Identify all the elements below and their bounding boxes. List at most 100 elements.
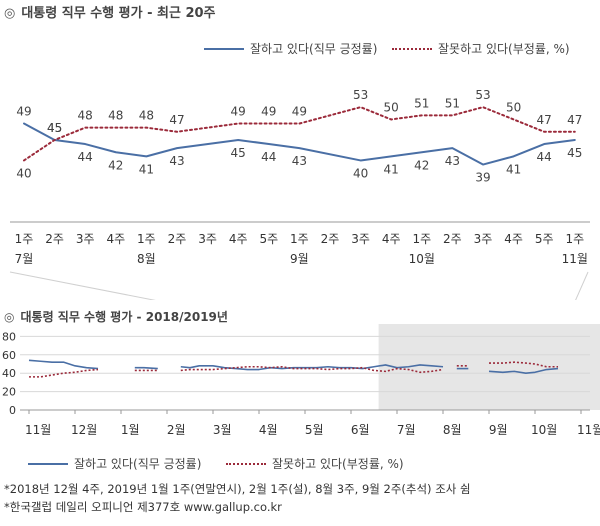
legend-solid-swatch bbox=[204, 47, 244, 50]
target-icon: ◎ bbox=[4, 310, 15, 324]
approve-series-line bbox=[23, 122, 576, 166]
bottom-x-tick-label: 6월 bbox=[351, 423, 370, 437]
approve-trend-segment bbox=[488, 367, 559, 375]
disapprove-series-line bbox=[23, 106, 576, 162]
top-line-chart: 1주 2주 3주 4주 1주 2주 3주 4주 5주 1주 2주 3주 4주 1주 2주 3주 4주 5주 1주 7월… bbox=[9, 88, 590, 300]
top-x-tick-label: 3주 bbox=[76, 232, 95, 246]
disapprove-trend-segment bbox=[180, 365, 444, 374]
approve-data-label: 41 bbox=[139, 162, 154, 176]
approve-data-label: 44 bbox=[78, 150, 93, 164]
top-x-tick-label: 2주 bbox=[443, 232, 462, 246]
approve-trend-segment bbox=[28, 359, 99, 370]
bottom-x-tick-label: 12월 bbox=[71, 423, 97, 437]
top-x-tick-label: 4주 bbox=[504, 232, 523, 246]
y-tick-label: 20 bbox=[2, 386, 16, 399]
bottom-x-tick-label: 2월 bbox=[167, 423, 186, 437]
target-icon: ◎ bbox=[4, 6, 16, 21]
disapprove-data-label: 47 bbox=[567, 113, 582, 127]
approve-trend-segment bbox=[134, 366, 158, 370]
top-chart-title: ◎ 대통령 직무 수행 평가 - 최근 20주 bbox=[4, 2, 216, 21]
y-tick-label: 60 bbox=[2, 349, 16, 362]
zoom-connector-right bbox=[575, 271, 589, 300]
top-x-tick-label: 3주 bbox=[198, 232, 217, 246]
disapprove-data-label: 53 bbox=[353, 88, 368, 102]
disapprove-data-label: 49 bbox=[261, 105, 276, 119]
top-x-tick-label: 1주 bbox=[290, 232, 309, 246]
disapprove-data-label: 50 bbox=[384, 100, 399, 114]
bottom-x-tick-label: 4월 bbox=[259, 423, 278, 437]
zoom-connector-left bbox=[9, 271, 156, 300]
disapprove-data-label: 47 bbox=[537, 113, 552, 127]
legend-dotted-swatch bbox=[226, 462, 266, 465]
footnote-survey-skip: *2018년 12월 4주, 2019년 1월 1주(연말연시), 2월 1주(… bbox=[4, 482, 471, 496]
legend-solid-swatch bbox=[28, 462, 68, 465]
bottom-x-tick-label: 8월 bbox=[443, 423, 462, 437]
bottom-x-tick-label: 9월 bbox=[489, 423, 508, 437]
disapprove-data-label: 53 bbox=[475, 88, 490, 102]
bottom-x-tick-label: 10월 bbox=[531, 423, 557, 437]
y-tick-label: 80 bbox=[2, 330, 16, 343]
bottom-legend-disapprove: 잘못하고 있다(부정률, %) bbox=[226, 455, 404, 472]
footnote-source: *한국갤럽 데일리 오피니언 제377호 www.gallup.co.kr bbox=[4, 500, 282, 514]
bottom-x-tick-label: 3월 bbox=[213, 423, 232, 437]
top-month-label: 8월 bbox=[137, 252, 156, 266]
bottom-x-tick-label: 5월 bbox=[305, 423, 324, 437]
top-x-tick-label: 2주 bbox=[321, 232, 340, 246]
top-x-tick-label: 5주 bbox=[259, 232, 278, 246]
top-x-tick-label: 4주 bbox=[106, 232, 125, 246]
top-legend-approve: 잘하고 있다(직무 긍정률) bbox=[204, 40, 377, 57]
top-x-tick-label: 1주 bbox=[137, 232, 156, 246]
approve-data-label: 43 bbox=[445, 154, 460, 168]
top-x-tick-label: 3주 bbox=[351, 232, 370, 246]
disapprove-data-label: 48 bbox=[78, 109, 93, 123]
top-month-label: 7월 bbox=[15, 252, 34, 266]
approve-data-label: 44 bbox=[537, 150, 552, 164]
approve-data-label: 41 bbox=[384, 162, 399, 176]
disapprove-data-label: 51 bbox=[414, 96, 429, 110]
bottom-x-tick-label: 11월 bbox=[25, 423, 51, 437]
top-month-label: 10월 bbox=[409, 252, 435, 266]
top-x-tick-label: 1주 bbox=[565, 232, 584, 246]
legend-approve-text: 잘하고 있다(직무 긍정률) bbox=[250, 42, 378, 56]
legend-disapprove-text: 잘못하고 있다(부정률, %) bbox=[272, 457, 404, 471]
disapprove-data-label: 40 bbox=[16, 166, 31, 180]
approve-data-label: 43 bbox=[292, 154, 307, 168]
disapprove-data-label: 49 bbox=[292, 105, 307, 119]
top-x-tick-label: 2주 bbox=[168, 232, 187, 246]
top-x-tick-label: 1주 bbox=[412, 232, 431, 246]
top-x-tick-label: 4주 bbox=[229, 232, 248, 246]
approve-data-label: 49 bbox=[16, 105, 31, 119]
top-legend-disapprove: 잘못하고 있다(부정률, %) bbox=[392, 40, 570, 57]
approve-data-label: 40 bbox=[353, 166, 368, 180]
y-tick-label: 0 bbox=[9, 404, 16, 417]
top-x-tick-label: 3주 bbox=[474, 232, 493, 246]
approve-data-label: 41 bbox=[506, 162, 521, 176]
disapprove-data-label: 51 bbox=[445, 96, 460, 110]
highlight-recent-range bbox=[378, 324, 600, 410]
footnotes: *2018년 12월 4주, 2019년 1월 1주(연말연시), 2월 1주(… bbox=[4, 480, 471, 516]
bottom-x-tick-label: 1월 bbox=[121, 423, 140, 437]
approve-data-label: 42 bbox=[414, 158, 429, 172]
approve-data-label: 45 bbox=[47, 121, 62, 135]
disapprove-data-label: 48 bbox=[108, 109, 123, 123]
legend-approve-text: 잘하고 있다(직무 긍정률) bbox=[74, 457, 202, 471]
bottom-chart-title: ◎ 대통령 직무 수행 평가 - 2018/2019년 bbox=[4, 308, 228, 325]
disapprove-data-label: 45 bbox=[47, 121, 62, 135]
disapprove-trend-segment bbox=[489, 361, 558, 368]
disapprove-data-label: 48 bbox=[139, 109, 154, 123]
top-x-tick-label: 4주 bbox=[382, 232, 401, 246]
approve-data-label: 45 bbox=[231, 146, 246, 160]
top-month-label: 9월 bbox=[290, 252, 309, 266]
approve-data-label: 45 bbox=[567, 146, 582, 160]
disapprove-data-label: 49 bbox=[231, 105, 246, 119]
approve-data-label: 42 bbox=[108, 158, 123, 172]
legend-disapprove-text: 잘못하고 있다(부정률, %) bbox=[438, 42, 570, 56]
top-x-tick-label: 1주 bbox=[15, 232, 34, 246]
top-month-label: 11월 bbox=[562, 252, 588, 266]
approve-data-label: 44 bbox=[261, 150, 276, 164]
top-x-tick-label: 2주 bbox=[45, 232, 64, 246]
disapprove-data-label: 47 bbox=[169, 113, 184, 127]
bottom-chart-title-text: 대통령 직무 수행 평가 - 2018/2019년 bbox=[20, 310, 228, 324]
bottom-x-tick-label: 11월 bbox=[577, 423, 600, 437]
